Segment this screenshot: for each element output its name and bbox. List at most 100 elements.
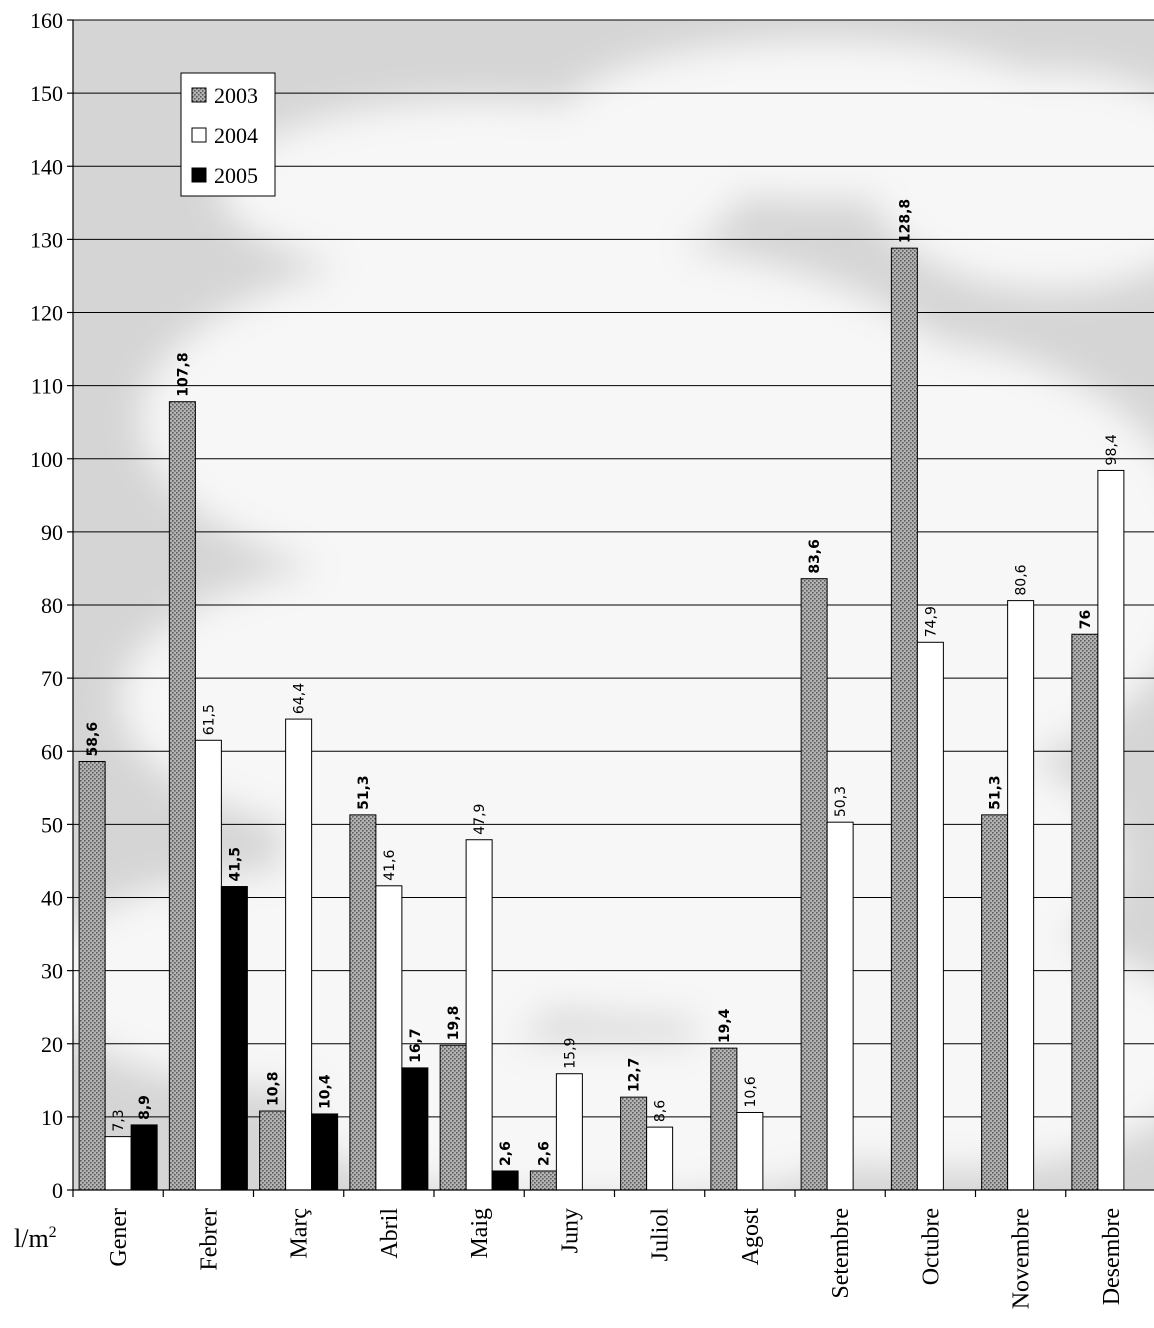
bar-2003-juny xyxy=(529,1170,557,1191)
data-labels: 58,6 7,3 8,9 107,8 61,5 41,5 10,8 64,4 10,4 51,3 4… xyxy=(85,199,1120,1166)
legend-swatch-2004 xyxy=(191,127,207,143)
x-category-label: Gener xyxy=(106,1208,132,1267)
bar-2003-agost xyxy=(710,1047,738,1191)
bar-2004-abril xyxy=(375,885,403,1191)
data-label-2005: 2,6 xyxy=(498,1141,514,1166)
bars xyxy=(78,247,1125,1191)
data-label-2003: 2,6 xyxy=(536,1141,552,1166)
bar-2003-gener xyxy=(78,760,106,1191)
bar-2004-novembre xyxy=(1007,600,1035,1191)
y-tick-label: 30 xyxy=(41,959,63,984)
data-label-2003: 83,6 xyxy=(807,539,823,574)
bar-2004-agost xyxy=(736,1111,764,1191)
data-label-2004: 41,6 xyxy=(382,850,398,881)
data-label-2004: 50,3 xyxy=(833,786,849,817)
x-axis-ticks: Gener Febrer Març Abril Maig Juny Juliol Agost S… xyxy=(72,1190,1125,1309)
x-category-label: Setembre xyxy=(828,1208,854,1299)
y-tick-label: 130 xyxy=(30,227,63,252)
y-tick-label: 160 xyxy=(30,8,63,33)
data-label-2003: 19,4 xyxy=(717,1008,733,1043)
bar-2004-desembre xyxy=(1097,469,1125,1191)
data-label-2004: 47,9 xyxy=(472,804,488,835)
x-category-label: Desembre xyxy=(1099,1208,1125,1305)
bar-2005-abril xyxy=(401,1067,429,1191)
unit-superscript: 2 xyxy=(49,1224,57,1241)
x-category-label: Novembre xyxy=(1009,1208,1035,1309)
y-tick-label: 150 xyxy=(30,81,63,106)
y-tick-label: 10 xyxy=(41,1105,63,1130)
x-category-label: Juny xyxy=(557,1208,583,1253)
data-label-2005: 8,9 xyxy=(137,1095,153,1120)
y-tick-label: 70 xyxy=(41,666,63,691)
x-category-label: Agost xyxy=(738,1208,764,1266)
y-tick-label: 140 xyxy=(30,154,63,179)
x-category-label: Octubre xyxy=(918,1208,944,1285)
data-label-2005: 41,5 xyxy=(227,847,243,882)
bar-2003-maig xyxy=(439,1044,467,1191)
legend: 2003 2004 2005 xyxy=(180,72,276,197)
data-label-2004: 61,5 xyxy=(201,704,217,735)
data-label-2003: 107,8 xyxy=(175,352,191,396)
bar-2004-febrer xyxy=(194,739,222,1191)
x-category-label: Maig xyxy=(467,1208,493,1259)
bar-2005-febrer xyxy=(220,886,248,1191)
bar-2003-setembre xyxy=(800,578,828,1191)
bar-2003-març xyxy=(259,1110,287,1191)
y-tick-label: 40 xyxy=(41,886,63,911)
bar-2005-març xyxy=(311,1113,339,1191)
y-axis-ticks: 0 10 20 30 40 50 60 70 80 90 100 110 120 130 140 150 160 xyxy=(30,8,73,1203)
data-label-2003: 19,8 xyxy=(446,1006,462,1041)
legend-label-2003: 2003 xyxy=(214,83,258,108)
data-label-2003: 10,8 xyxy=(266,1071,282,1106)
data-label-2005: 10,4 xyxy=(318,1074,334,1109)
data-label-2003: 51,3 xyxy=(988,775,1004,810)
gridlines xyxy=(73,19,1154,1118)
data-label-2004: 8,6 xyxy=(653,1100,669,1122)
x-category-label: Març xyxy=(287,1208,313,1259)
y-tick-label: 100 xyxy=(30,447,63,472)
x-category-label: Abril xyxy=(377,1208,403,1259)
data-label-2003: 12,7 xyxy=(627,1058,643,1093)
bar-2003-febrer xyxy=(168,401,196,1191)
bar-2003-novembre xyxy=(981,814,1009,1191)
x-category-label: Juliol xyxy=(648,1208,674,1262)
legend-swatch-2005 xyxy=(191,167,207,183)
data-label-2004: 10,6 xyxy=(743,1076,759,1107)
bar-2004-juny xyxy=(555,1073,583,1191)
bar-2005-gener xyxy=(130,1124,158,1191)
legend-swatch-2003 xyxy=(191,87,207,103)
y-tick-label: 80 xyxy=(41,593,63,618)
data-label-2005: 16,7 xyxy=(408,1028,424,1063)
y-tick-label: 20 xyxy=(41,1032,63,1057)
bar-2003-juliol xyxy=(620,1096,648,1191)
data-label-2003: 51,3 xyxy=(356,775,372,810)
x-category-label: Febrer xyxy=(196,1208,222,1271)
bar-2004-maig xyxy=(465,839,493,1191)
bar-2004-gener xyxy=(104,1136,132,1191)
bar-2003-octubre xyxy=(890,247,918,1191)
data-label-2003: 128,8 xyxy=(897,199,913,243)
data-label-2004: 74,9 xyxy=(923,606,939,637)
data-label-2004: 64,4 xyxy=(292,683,308,714)
bar-2004-juliol xyxy=(646,1126,674,1191)
data-label-2003: 58,6 xyxy=(85,722,101,757)
data-label-2004: 80,6 xyxy=(1014,564,1030,595)
data-label-2004: 98,4 xyxy=(1104,434,1120,465)
bar-2004-setembre xyxy=(826,821,854,1191)
data-label-2003: 76 xyxy=(1078,610,1094,629)
bar-2004-març xyxy=(285,718,313,1191)
bar-2005-maig xyxy=(491,1170,519,1191)
data-label-2004: 7,3 xyxy=(111,1109,127,1131)
y-tick-label: 50 xyxy=(41,812,63,837)
y-tick-label: 120 xyxy=(30,301,63,326)
legend-label-2004: 2004 xyxy=(214,123,258,148)
bar-2003-abril xyxy=(349,814,377,1191)
bar-2004-octubre xyxy=(916,641,944,1191)
legend-label-2005: 2005 xyxy=(214,163,258,188)
y-tick-label: 90 xyxy=(41,520,63,545)
y-axis-unit-label: l/m2 xyxy=(14,1224,57,1253)
data-label-2004: 15,9 xyxy=(562,1038,578,1069)
bar-2003-desembre xyxy=(1071,633,1099,1191)
y-tick-label: 110 xyxy=(31,374,63,399)
